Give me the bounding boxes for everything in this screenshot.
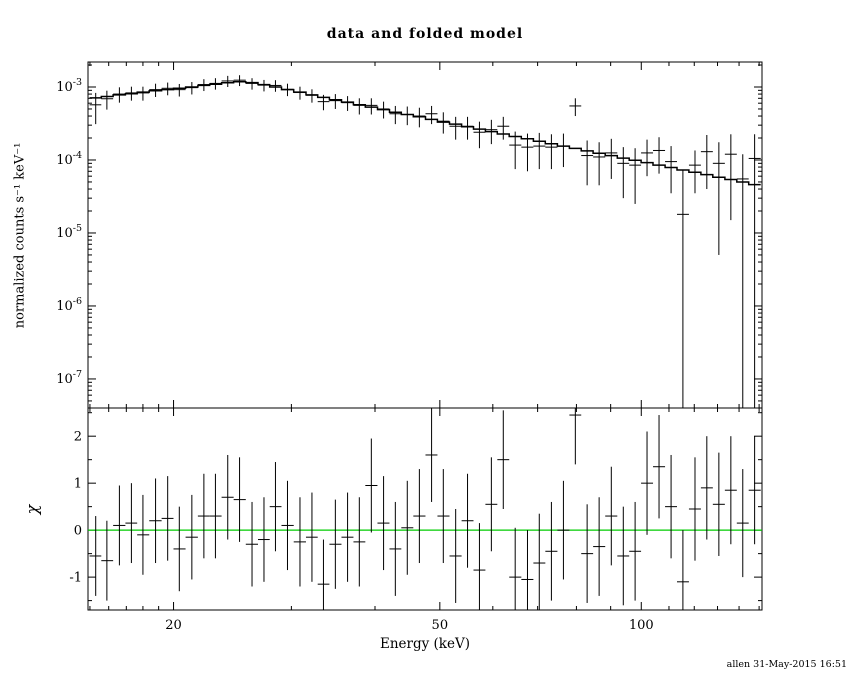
model-step-line	[89, 80, 761, 186]
svg-text:10-7: 10-7	[56, 369, 82, 387]
svg-text:1: 1	[74, 477, 82, 492]
spectrum-data-points	[89, 75, 761, 408]
svg-text:-1: -1	[69, 571, 82, 586]
chart-title: data and folded model	[326, 26, 524, 42]
svg-text:20: 20	[165, 618, 182, 633]
svg-text:10-5: 10-5	[56, 223, 82, 241]
svg-text:0: 0	[74, 524, 82, 539]
axes-frame	[87, 61, 763, 611]
svg-text:10-4: 10-4	[56, 150, 82, 168]
tick-labels: 20 50 100 10-3 10-4 10-5 10-6 10-7 -1 0 1 2	[56, 77, 654, 633]
svg-text:2: 2	[74, 430, 82, 445]
svg-text:100: 100	[629, 618, 654, 633]
svg-text:10-3: 10-3	[56, 77, 82, 95]
chi-residual-points	[89, 408, 761, 610]
svg-text:10-6: 10-6	[56, 296, 82, 314]
plot-signature: allen 31-May-2015 16:51	[726, 659, 847, 670]
x-axis-label: Energy (keV)	[379, 636, 470, 652]
svg-text:50: 50	[432, 618, 449, 633]
